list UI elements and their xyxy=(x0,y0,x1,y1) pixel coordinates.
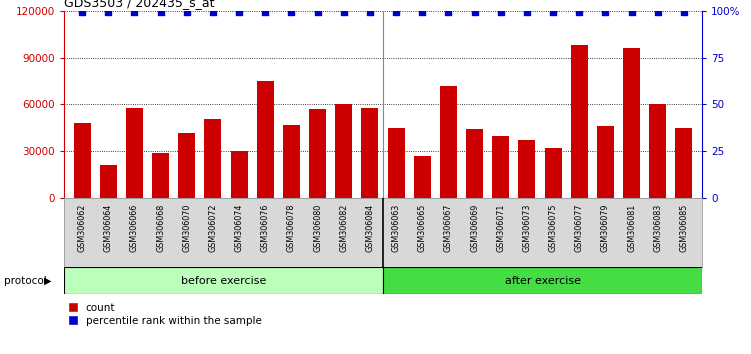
Text: GSM306068: GSM306068 xyxy=(156,204,165,252)
Text: GSM306071: GSM306071 xyxy=(496,204,505,252)
Bar xyxy=(361,108,379,198)
Bar xyxy=(126,108,143,198)
Point xyxy=(521,10,533,15)
Point xyxy=(416,10,428,15)
Point xyxy=(207,10,219,15)
Text: GSM306080: GSM306080 xyxy=(313,204,322,252)
Point xyxy=(390,10,402,15)
Point xyxy=(128,10,140,15)
Bar xyxy=(100,165,117,198)
Bar xyxy=(518,141,535,198)
Bar xyxy=(649,104,666,198)
Text: ▶: ▶ xyxy=(44,275,51,286)
Text: GSM306065: GSM306065 xyxy=(418,204,427,252)
Point xyxy=(547,10,559,15)
Bar xyxy=(414,156,431,198)
Legend: count, percentile rank within the sample: count, percentile rank within the sample xyxy=(69,303,261,326)
Text: before exercise: before exercise xyxy=(181,275,266,286)
Text: GSM306075: GSM306075 xyxy=(548,204,557,252)
Bar xyxy=(623,48,640,198)
Bar xyxy=(492,136,509,198)
Text: GSM306074: GSM306074 xyxy=(234,204,243,252)
Text: GSM306073: GSM306073 xyxy=(523,204,532,252)
Text: GSM306070: GSM306070 xyxy=(182,204,192,252)
Text: GSM306072: GSM306072 xyxy=(209,204,218,252)
FancyBboxPatch shape xyxy=(64,267,383,294)
Bar xyxy=(388,128,405,198)
Point xyxy=(442,10,454,15)
Text: GSM306083: GSM306083 xyxy=(653,204,662,252)
Bar xyxy=(283,125,300,198)
Point xyxy=(652,10,664,15)
Bar xyxy=(257,81,274,198)
Point xyxy=(338,10,350,15)
Point xyxy=(155,10,167,15)
Point xyxy=(495,10,507,15)
Bar xyxy=(178,132,195,198)
Bar xyxy=(440,86,457,198)
Bar xyxy=(571,45,588,198)
Point xyxy=(364,10,376,15)
Text: GSM306085: GSM306085 xyxy=(680,204,689,252)
Text: GSM306082: GSM306082 xyxy=(339,204,348,252)
Bar xyxy=(335,104,352,198)
Point xyxy=(469,10,481,15)
Bar xyxy=(309,109,326,198)
Text: GSM306076: GSM306076 xyxy=(261,204,270,252)
Bar xyxy=(204,119,222,198)
Point xyxy=(678,10,690,15)
Text: GSM306069: GSM306069 xyxy=(470,204,479,252)
Point xyxy=(102,10,114,15)
Point xyxy=(181,10,193,15)
Point xyxy=(573,10,585,15)
Text: GSM306064: GSM306064 xyxy=(104,204,113,252)
Point xyxy=(259,10,271,15)
Bar xyxy=(231,152,248,198)
Text: after exercise: after exercise xyxy=(505,275,581,286)
Text: GSM306079: GSM306079 xyxy=(601,204,610,252)
Bar xyxy=(74,123,91,198)
Bar xyxy=(544,148,562,198)
Text: GSM306066: GSM306066 xyxy=(130,204,139,252)
Point xyxy=(312,10,324,15)
Bar xyxy=(675,128,692,198)
Text: GSM306077: GSM306077 xyxy=(575,204,584,252)
Bar xyxy=(466,130,483,198)
Text: GSM306078: GSM306078 xyxy=(287,204,296,252)
Text: GSM306081: GSM306081 xyxy=(627,204,636,252)
Text: GSM306063: GSM306063 xyxy=(391,204,400,252)
Text: GSM306067: GSM306067 xyxy=(444,204,453,252)
Point xyxy=(285,10,297,15)
Point xyxy=(599,10,611,15)
Text: GDS3503 / 202435_s_at: GDS3503 / 202435_s_at xyxy=(64,0,214,10)
FancyBboxPatch shape xyxy=(383,267,702,294)
Point xyxy=(76,10,88,15)
Point xyxy=(626,10,638,15)
Point xyxy=(233,10,245,15)
Text: GSM306084: GSM306084 xyxy=(366,204,375,252)
Text: GSM306062: GSM306062 xyxy=(77,204,86,252)
Text: protocol: protocol xyxy=(4,275,47,286)
Bar xyxy=(597,126,614,198)
Bar xyxy=(152,153,169,198)
